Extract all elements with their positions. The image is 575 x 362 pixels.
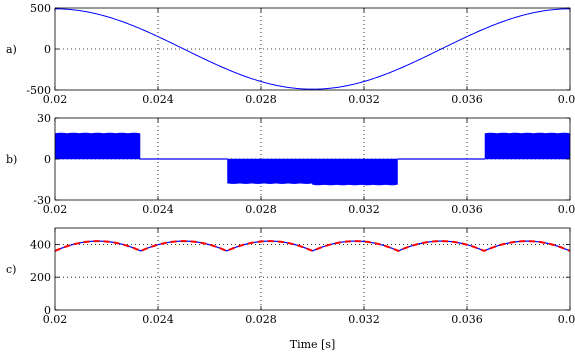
plot-area bbox=[55, 8, 570, 90]
x-tick-label: 0.04 bbox=[558, 313, 575, 326]
x-tick-label: 0.028 bbox=[245, 93, 277, 106]
panel-1: 0.02 0.024 0.028 0.032 0.036 0.04 -500 0 500 a) bbox=[6, 2, 575, 106]
x-tick-label: 0.036 bbox=[451, 203, 483, 216]
x-tick-label: 0.04 bbox=[558, 203, 575, 216]
y-tick-label: -30 bbox=[33, 194, 51, 207]
switching-band bbox=[312, 158, 398, 186]
x-tick-label: 0.04 bbox=[558, 93, 575, 106]
x-tick-label: 0.032 bbox=[348, 93, 380, 106]
series-line bbox=[55, 8, 570, 90]
x-axis-label: Time [s] bbox=[290, 338, 336, 351]
y-tick-label: 0 bbox=[44, 304, 51, 317]
x-tick-label: 0.024 bbox=[142, 313, 174, 326]
x-tick-label: 0.02 bbox=[43, 203, 68, 216]
x-tick-label: 0.028 bbox=[245, 203, 277, 216]
x-tick-label: 0.02 bbox=[43, 313, 68, 326]
panel-label: a) bbox=[6, 43, 17, 56]
panel-2: 0.02 0.024 0.028 0.032 0.036 0.04 -30 0 30 b) bbox=[6, 112, 575, 216]
x-tick-label: 0.02 bbox=[43, 93, 68, 106]
y-tick-label: 30 bbox=[37, 112, 51, 125]
switching-band bbox=[55, 132, 141, 160]
y-tick-label: -500 bbox=[26, 84, 51, 97]
x-tick-label: 0.024 bbox=[142, 93, 174, 106]
switching-band bbox=[484, 132, 570, 160]
y-tick-label: 400 bbox=[30, 238, 51, 251]
panel-3: 0.02 0.024 0.028 0.032 0.036 0.04 0 200 400 c) bbox=[6, 227, 575, 326]
panel-label: b) bbox=[6, 153, 17, 166]
x-tick-label: 0.036 bbox=[451, 313, 483, 326]
series-line-dashed bbox=[55, 240, 570, 253]
plot-area bbox=[55, 240, 570, 253]
y-tick-label: 500 bbox=[30, 2, 51, 15]
switching-band bbox=[227, 158, 313, 184]
panel-label: c) bbox=[6, 263, 16, 276]
plot-area bbox=[55, 132, 570, 186]
axes-frame bbox=[54, 7, 571, 91]
x-tick-label: 0.032 bbox=[348, 203, 380, 216]
series-line bbox=[55, 240, 570, 252]
x-tick-label: 0.036 bbox=[451, 93, 483, 106]
y-tick-label: 200 bbox=[30, 271, 51, 284]
x-tick-label: 0.024 bbox=[142, 203, 174, 216]
y-tick-label: 0 bbox=[44, 43, 51, 56]
axes-frame bbox=[54, 227, 571, 311]
x-tick-label: 0.032 bbox=[348, 313, 380, 326]
y-tick-label: 0 bbox=[44, 153, 51, 166]
x-tick-label: 0.028 bbox=[245, 313, 277, 326]
